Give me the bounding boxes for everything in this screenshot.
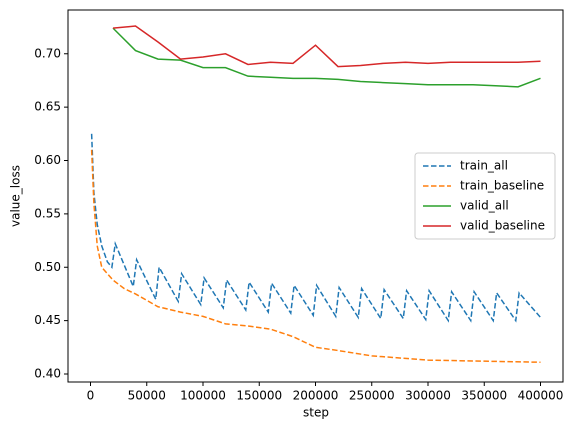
y-axis-label: value_loss <box>9 165 23 227</box>
y-tick-label: 0.70 <box>34 46 61 60</box>
x-tick-label: 300000 <box>405 389 451 403</box>
series-line <box>90 149 541 364</box>
y-tick-label: 0.40 <box>34 366 61 380</box>
series-line <box>90 133 542 323</box>
x-tick-label: 250000 <box>349 389 395 403</box>
x-axis-label: step <box>303 406 329 420</box>
y-tick-label: 0.65 <box>34 100 61 114</box>
legend-box <box>414 152 556 240</box>
y-tick-label: 0.60 <box>34 153 61 167</box>
y-tick-label: 0.50 <box>34 260 61 274</box>
legend-label: train_baseline <box>460 179 544 193</box>
x-tick-label: 200000 <box>293 389 339 403</box>
y-tick-label: 0.45 <box>34 313 61 327</box>
series-line <box>112 25 541 68</box>
x-tick-label: 350000 <box>461 389 507 403</box>
x-tick-label: 50000 <box>128 389 166 403</box>
legend-label: valid_all <box>460 199 509 213</box>
x-tick-label: 0 <box>87 389 95 403</box>
series-line <box>112 27 541 88</box>
legend-label: valid_baseline <box>460 219 545 233</box>
x-tick-label: 400000 <box>518 389 564 403</box>
x-tick-label: 100000 <box>180 389 226 403</box>
y-tick-label: 0.55 <box>34 206 61 220</box>
legend-label: train_all <box>460 159 508 173</box>
x-tick-label: 150000 <box>236 389 282 403</box>
